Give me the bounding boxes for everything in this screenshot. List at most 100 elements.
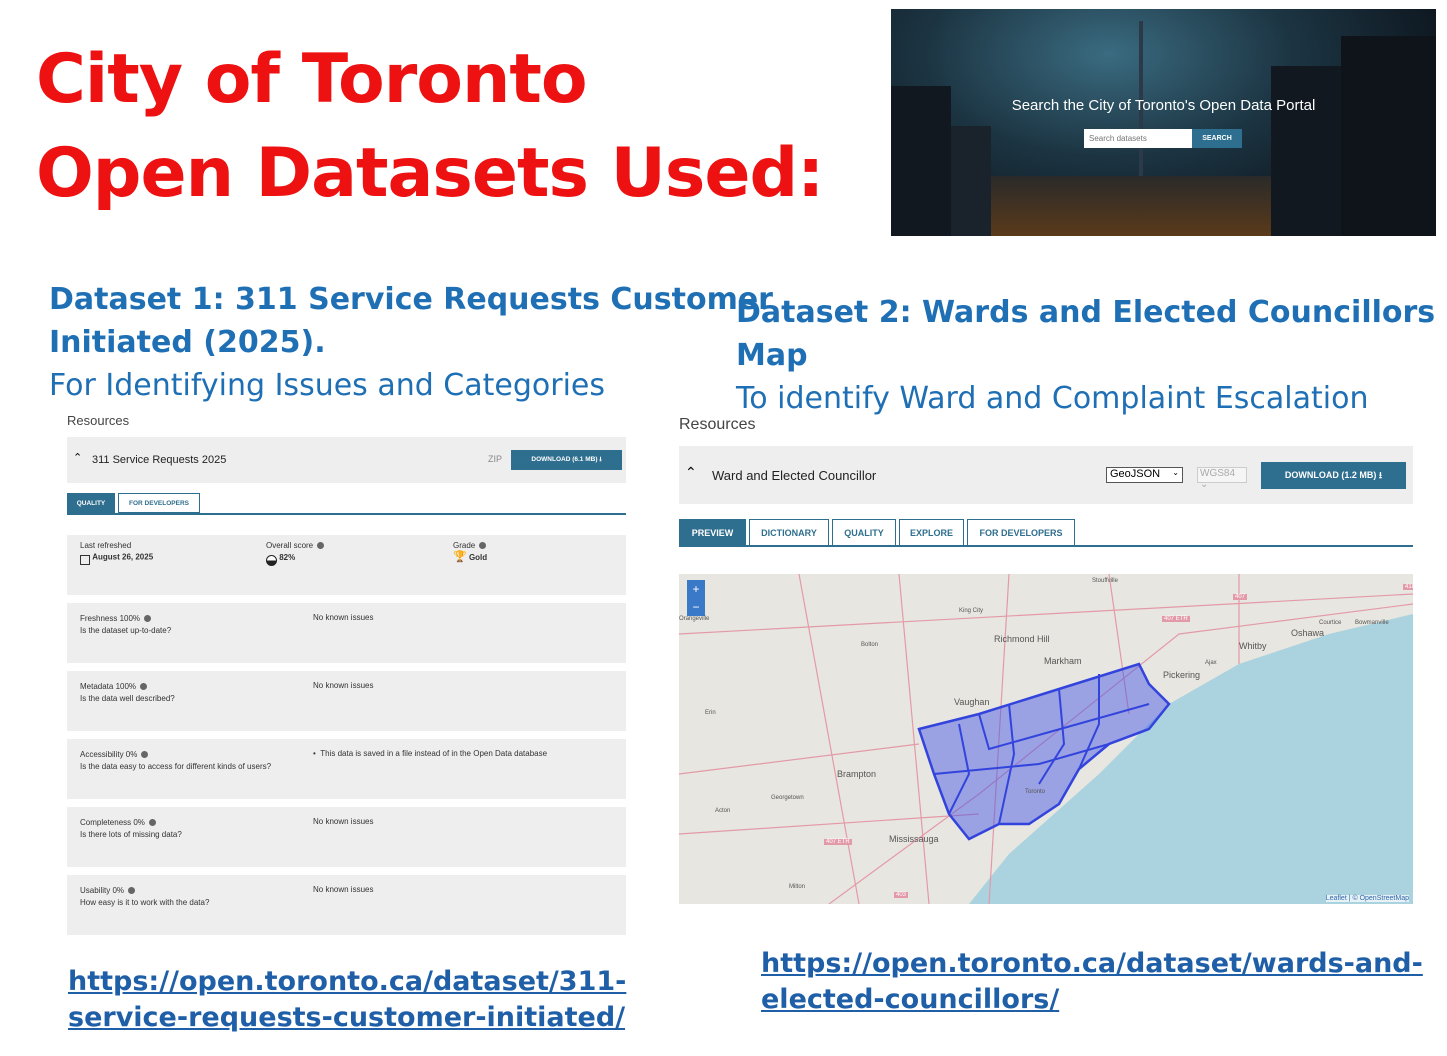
grade-value: Gold: [468, 553, 488, 562]
map-canvas[interactable]: [679, 574, 1413, 904]
info-icon[interactable]: [148, 819, 156, 827]
portal-hero-image: Search the City of Toronto's Open Data P…: [891, 9, 1436, 236]
metric-issue: No known issues: [313, 681, 374, 690]
resource-row[interactable]: ⌃ 311 Service Requests 2025 ZIP DOWNLOAD…: [67, 437, 626, 483]
map-place-label: Brampton: [837, 769, 877, 779]
slide-title-line1: City of Toronto: [36, 40, 588, 119]
map-place-label: 407 ETR: [824, 839, 852, 845]
collapse-chevron-icon[interactable]: ⌃: [73, 452, 83, 464]
tab-underline: [67, 513, 626, 515]
format-select[interactable]: GeoJSON ⌄: [1106, 467, 1183, 483]
download-button[interactable]: DOWNLOAD (1.2 MB) ⭳: [1261, 462, 1406, 489]
map-place-label: Ajax: [1205, 660, 1217, 666]
quality-summary: Last refreshed August 26, 2025 Overall s…: [67, 535, 626, 595]
projection-select[interactable]: WGS84 ⌄: [1197, 467, 1247, 490]
metric-name: Freshness 100%: [80, 614, 141, 623]
roads: [679, 574, 1413, 904]
map-place-label: Vaughan: [954, 697, 990, 707]
resource-name: 311 Service Requests 2025: [92, 454, 227, 466]
map-attribution[interactable]: Leaflet | © OpenStreetMap: [1325, 895, 1409, 902]
collapse-chevron-icon[interactable]: ⌃: [685, 464, 697, 480]
metric-issue: This data is saved in a file instead of …: [320, 749, 548, 758]
map-place-label: Erin: [705, 710, 716, 716]
hero-search-button[interactable]: SEARCH: [1192, 129, 1242, 148]
metric-name: Usability 0%: [80, 886, 125, 895]
metric-question: Is the data well described?: [80, 694, 175, 703]
metric-issue: No known issues: [313, 885, 374, 894]
quality-metric-card: Usability 0% How easy is it to work with …: [67, 875, 626, 935]
lake-ontario: [969, 574, 1413, 904]
last-refreshed-value: August 26, 2025: [92, 552, 154, 562]
score-label: Overall score: [266, 541, 314, 550]
dataset1-link[interactable]: https://open.toronto.ca/dataset/311- serv…: [68, 966, 627, 1033]
slide-title-line2: Open Datasets Used:: [36, 134, 824, 213]
zoom-out-button[interactable]: −: [692, 600, 700, 614]
map-place-label: 403: [894, 892, 909, 898]
resource-row[interactable]: ⌃ Ward and Elected Councillor GeoJSON ⌄ W…: [679, 446, 1413, 504]
metric-question: Is there lots of missing data?: [80, 830, 182, 839]
info-icon[interactable]: [144, 615, 152, 623]
map-place-label: Stouffville: [1092, 578, 1118, 584]
resources-label: Resources: [679, 416, 756, 433]
dataset1-subtitle: For Identifying Issues and Categories: [49, 368, 606, 403]
metric-name: Completeness 0%: [80, 818, 145, 827]
quality-metric-card: Completeness 0% Is there lots of missing …: [67, 807, 626, 867]
map-place-label: Pickering: [1163, 670, 1201, 680]
score-value: 82%: [279, 553, 296, 563]
dataset1-title-2: Initiated (2025).: [49, 325, 326, 360]
map-place-label: 407: [1233, 594, 1248, 600]
quality-metric-card: Freshness 100% Is the dataset up-to-date?…: [67, 603, 626, 663]
trophy-icon: 🏆: [453, 551, 467, 563]
map-place-label: Acton: [715, 808, 731, 814]
metric-question: Is the dataset up-to-date?: [80, 626, 172, 635]
info-icon[interactable]: [479, 542, 487, 550]
map-place-label: Courtice: [1319, 620, 1342, 626]
map-place-label: Georgetown: [771, 795, 804, 801]
map-place-label: Bolton: [861, 642, 879, 648]
resource-name: Ward and Elected Councillor: [712, 468, 877, 483]
tab-for-developers[interactable]: FOR DEVELOPERS: [967, 519, 1075, 546]
map-place-label: Bowmanville: [1355, 620, 1389, 626]
bullet-icon: •: [313, 749, 321, 758]
metric-issue: No known issues: [313, 613, 374, 622]
metric-question: Is the data easy to access for different…: [80, 762, 272, 771]
hero-search-input[interactable]: [1084, 129, 1192, 148]
info-icon[interactable]: [128, 887, 136, 895]
dataset2-subtitle: To identify Ward and Complaint Escalatio…: [736, 381, 1369, 416]
tab-dictionary[interactable]: DICTIONARY: [749, 519, 829, 546]
download-label: DOWNLOAD (6.1 MB): [531, 456, 598, 463]
format-label: ZIP: [488, 454, 503, 464]
map-place-label: Whitby: [1239, 641, 1267, 651]
map-place-label: Orangeville: [679, 616, 710, 622]
info-icon[interactable]: [140, 683, 148, 691]
ward-boundaries: [933, 674, 1150, 825]
download-label: DOWNLOAD (1.2 MB): [1284, 470, 1377, 480]
map-place-label: Toronto: [1025, 789, 1046, 795]
tab-explore[interactable]: EXPLORE: [899, 519, 964, 546]
resources-label: Resources: [67, 413, 130, 428]
download-icon: ⭳: [599, 456, 602, 463]
map-place-label: 418: [1403, 584, 1413, 590]
map-place-label: Milton: [789, 884, 806, 890]
metric-name: Metadata 100%: [80, 682, 137, 691]
map-place-label: King City: [959, 608, 984, 614]
map-place-label: 407 ETR: [1162, 616, 1190, 622]
tab-for-developers[interactable]: FOR DEVELOPERS: [118, 493, 200, 513]
zoom-in-button[interactable]: +: [692, 582, 700, 596]
tab-quality[interactable]: QUALITY: [832, 519, 896, 546]
metric-question: How easy is it to work with the data?: [80, 898, 210, 907]
map-place-label: Richmond Hill: [994, 634, 1050, 644]
dataset2-title: Dataset 2: Wards and Elected Councillors…: [736, 295, 1436, 373]
metric-name: Accessibility 0%: [80, 750, 138, 759]
dataset2-link[interactable]: https://open.toronto.ca/dataset/wards-an…: [761, 948, 1423, 1015]
last-refreshed-label: Last refreshed: [80, 541, 132, 550]
tab-preview[interactable]: PREVIEW: [679, 519, 746, 546]
grade-label: Grade: [453, 541, 476, 550]
ward-map-preview[interactable]: + − Orangeville King City Stouffville Richm…: [679, 574, 1413, 904]
dataset1-title: Dataset 1: 311 Service Requests Customer: [49, 282, 773, 317]
info-icon[interactable]: [317, 542, 325, 550]
info-icon[interactable]: [141, 751, 149, 759]
download-button[interactable]: DOWNLOAD (6.1 MB) ⭳: [511, 450, 622, 470]
calendar-icon: [80, 555, 90, 565]
tab-quality[interactable]: QUALITY: [67, 493, 115, 513]
